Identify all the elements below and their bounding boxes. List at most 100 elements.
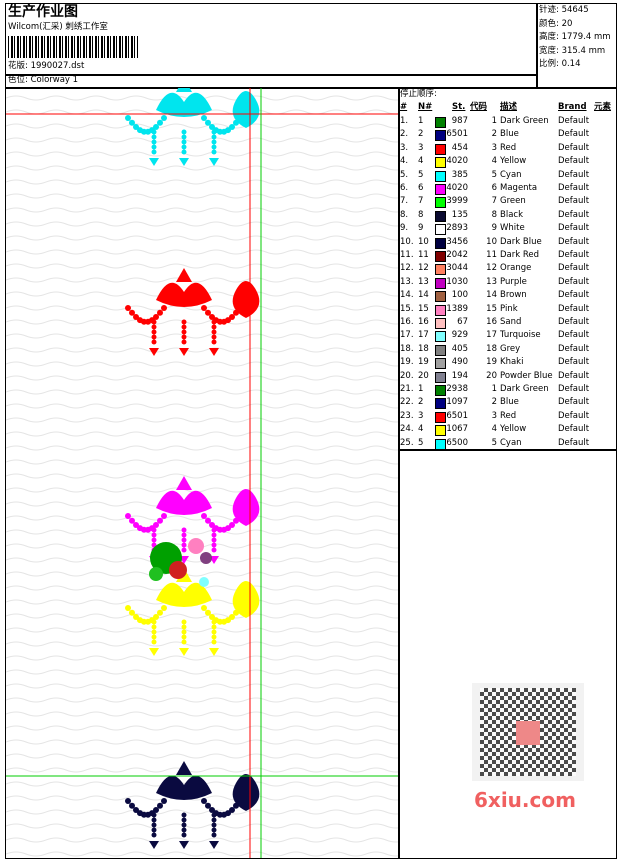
motif-part xyxy=(201,513,207,519)
cell: Default xyxy=(558,330,590,341)
cell: 6501 xyxy=(446,129,468,140)
cell: 8. xyxy=(400,209,409,220)
motif-part xyxy=(235,289,257,311)
motif-part xyxy=(176,761,192,775)
cell: Default xyxy=(558,290,590,301)
motif-part xyxy=(211,339,217,345)
motif-part xyxy=(181,619,187,625)
color-swatch xyxy=(435,398,446,410)
color-swatch xyxy=(435,331,446,343)
motif-part xyxy=(176,268,192,282)
motif-part xyxy=(161,513,167,519)
motif-part xyxy=(211,532,217,538)
motif-part xyxy=(151,134,157,140)
motif-part xyxy=(169,561,187,579)
cell: 2938 xyxy=(446,384,468,394)
cell: 13. xyxy=(400,276,414,287)
cell: 194 xyxy=(451,370,468,381)
cell: Magenta xyxy=(500,183,538,193)
motif-part xyxy=(181,144,187,150)
cell: 8 xyxy=(491,209,497,220)
cell: Turquoise xyxy=(500,330,541,341)
cell: 1 xyxy=(418,384,424,394)
motif-part xyxy=(181,139,187,145)
motif-part xyxy=(151,527,157,533)
cell: 11 xyxy=(418,250,429,260)
cell: 4020 xyxy=(446,156,468,167)
cell: Default xyxy=(558,263,590,274)
motif-part xyxy=(179,841,189,849)
motif-part xyxy=(133,313,139,320)
motif-part xyxy=(211,134,217,140)
motif-part xyxy=(151,139,157,145)
motif-part xyxy=(211,624,217,630)
motif-part xyxy=(211,639,217,645)
barcode xyxy=(8,36,138,58)
cell: Orange xyxy=(500,263,532,274)
motif-part xyxy=(133,613,139,620)
motif-part xyxy=(181,822,187,828)
cell: 15 xyxy=(486,303,497,314)
cell: 18 xyxy=(418,343,429,354)
cell: Khaki xyxy=(500,357,524,368)
cell: 8 xyxy=(418,209,424,220)
cell: 13 xyxy=(486,276,497,287)
cell: Blue xyxy=(500,397,519,408)
cell: 19 xyxy=(486,357,497,368)
motif-part xyxy=(211,129,217,135)
color-swatch xyxy=(435,210,446,222)
motif-part xyxy=(235,782,257,804)
motif-part xyxy=(133,521,139,528)
cell: Default xyxy=(558,437,590,448)
cell: 5. xyxy=(400,169,409,180)
motif-part xyxy=(151,812,157,818)
motif-part xyxy=(205,309,211,316)
cell: Default xyxy=(558,156,590,167)
motif-part xyxy=(211,629,217,635)
title: 生产作业图 xyxy=(8,4,78,20)
motif-part xyxy=(211,827,217,833)
cell: Black xyxy=(500,209,523,220)
motif-part xyxy=(181,624,187,630)
motif-part xyxy=(199,577,209,587)
cell: 4020 xyxy=(446,183,468,193)
cell: 2 xyxy=(491,129,497,140)
cell: 1097 xyxy=(446,397,468,408)
color-swatch xyxy=(435,264,446,276)
design-area xyxy=(6,88,398,858)
motif-part xyxy=(133,123,139,130)
cell: Pink xyxy=(500,303,518,314)
motif-part xyxy=(211,139,217,145)
motif-part xyxy=(129,119,135,126)
cell: Blue xyxy=(500,129,519,140)
cell: 987 xyxy=(451,116,468,126)
cell: 14. xyxy=(400,290,414,301)
cell: 12 xyxy=(486,263,497,274)
column-header: 描述 xyxy=(500,102,518,112)
motif-part xyxy=(161,305,167,311)
table-caption: 停止顺序: xyxy=(400,89,437,99)
cell: 6 xyxy=(491,183,497,193)
color-swatch xyxy=(435,224,446,236)
cell: Sand xyxy=(500,317,522,327)
motif-part xyxy=(179,348,189,356)
cell: 7 xyxy=(418,196,424,207)
cell: Powder Blue xyxy=(500,370,553,381)
motif-part xyxy=(232,581,260,618)
motif-part xyxy=(205,609,211,616)
cell: Default xyxy=(558,357,590,368)
cell: 11 xyxy=(486,250,497,260)
motif-part xyxy=(156,582,212,607)
motif-part xyxy=(151,629,157,635)
motif-part xyxy=(149,567,163,581)
table-rule xyxy=(398,449,617,451)
column-header: St. xyxy=(452,102,466,112)
motif-part xyxy=(157,309,163,316)
color-swatch xyxy=(435,371,446,383)
motif-part xyxy=(181,532,187,538)
cell: 1030 xyxy=(446,276,468,287)
cell: Default xyxy=(558,169,590,180)
motif-part xyxy=(161,605,167,611)
motif-part xyxy=(151,324,157,330)
cell: 1 xyxy=(491,116,497,126)
